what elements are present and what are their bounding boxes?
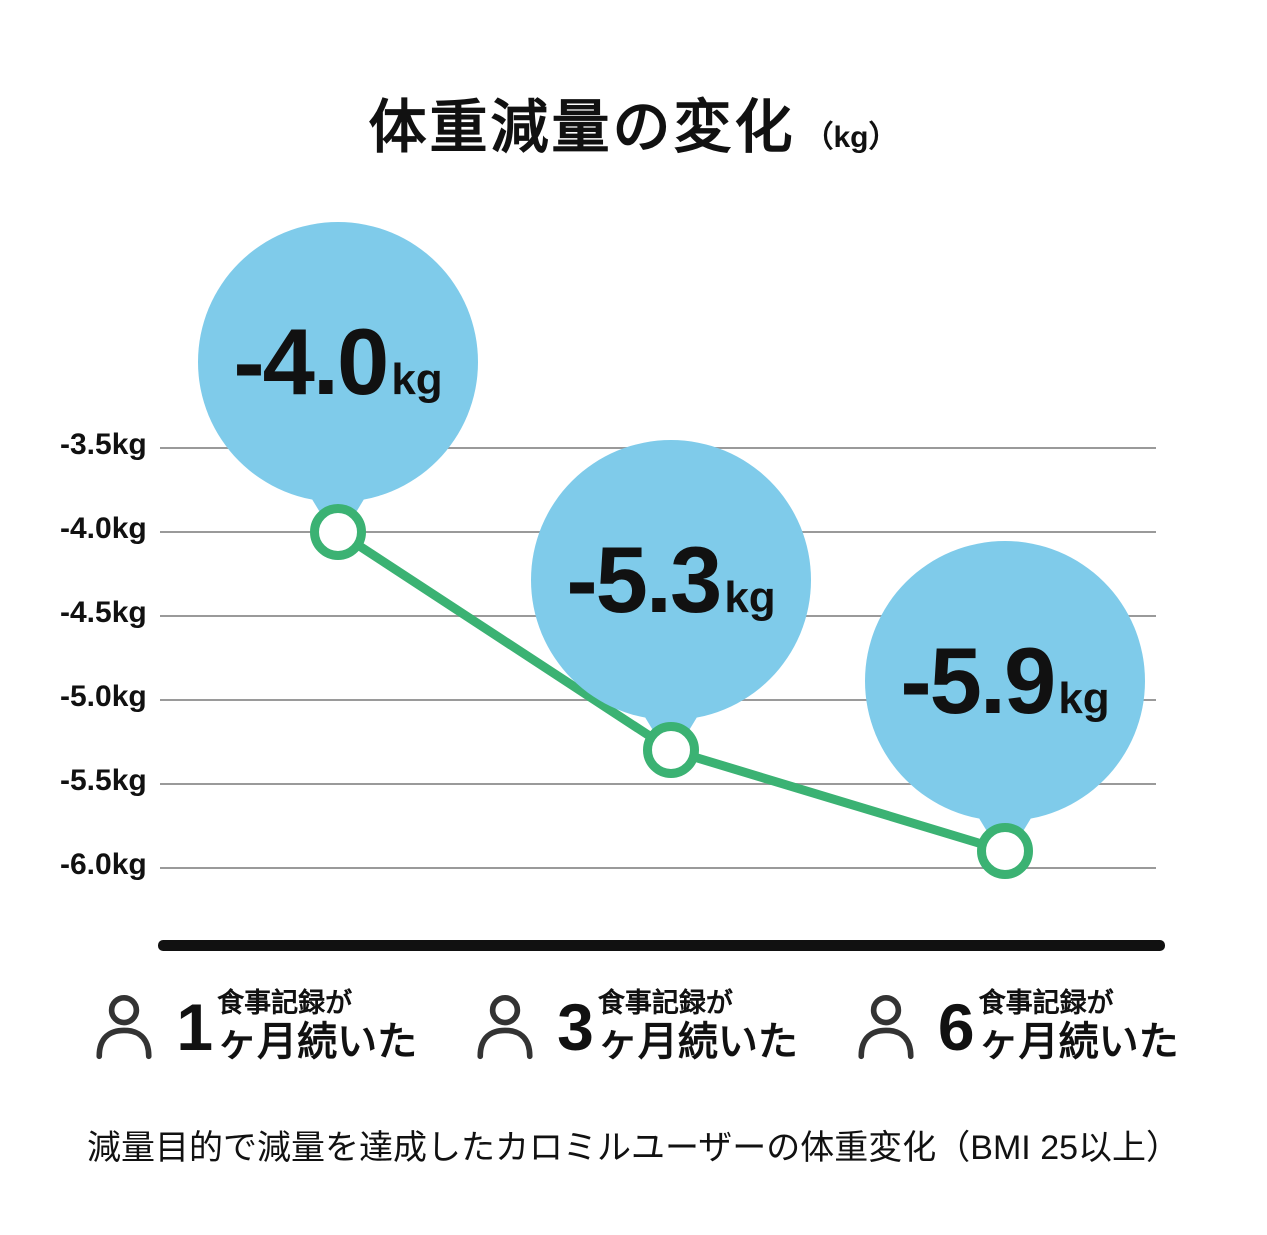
legend-item-6-month: 6 食事記録が ヶ月続いた — [850, 988, 1179, 1065]
chart-title-unit: （kg） — [803, 121, 899, 154]
data-point-marker-1 — [310, 504, 366, 560]
data-label-unit: kg — [1058, 674, 1110, 723]
gridline — [160, 783, 1156, 785]
person-icon — [96, 994, 152, 1059]
legend-text-top: 食事記録が — [978, 988, 1114, 1018]
chart-title: 体重減量の変化 — [368, 95, 796, 160]
legend-text: 食事記録が ヶ月続いた — [598, 988, 798, 1065]
legend-text: 食事記録が ヶ月続いた — [217, 988, 417, 1065]
legend-item-1-month: 1 食事記録が ヶ月続いた — [88, 988, 417, 1065]
y-tick-label: -4.5kg — [60, 596, 147, 629]
balloon-month-6: -5.9 kg — [865, 541, 1145, 861]
data-label-unit: kg — [391, 355, 443, 404]
page-title: 体重減量の変化 （kg） — [0, 80, 1267, 164]
chart-caption: 減量目的で減量を達成したカロミルユーザーの体重変化（BMI 25以上） — [86, 1129, 1181, 1167]
y-tick-label: -3.5kg — [60, 428, 147, 461]
data-point-marker-3 — [977, 823, 1033, 879]
balloon-month-1: -4.0 kg — [198, 222, 478, 542]
data-label-value: -4.0 — [233, 309, 389, 414]
data-label-unit: kg — [724, 573, 776, 622]
y-tick-label: -5.5kg — [60, 764, 147, 797]
data-label: -5.3 kg — [566, 526, 775, 634]
y-tick-label: -6.0kg — [60, 848, 147, 881]
person-icon — [477, 994, 533, 1059]
person-icon — [858, 994, 914, 1059]
legend-item-3-month: 3 食事記録が ヶ月続いた — [469, 988, 798, 1065]
gridline — [160, 867, 1156, 869]
legend-month-number: 6 — [937, 989, 975, 1064]
legend-month-number: 1 — [176, 989, 214, 1064]
legend-text-top: 食事記録が — [217, 988, 353, 1018]
y-tick-label: -5.0kg — [60, 680, 147, 713]
data-point-marker-2 — [643, 722, 699, 778]
x-axis-line — [158, 940, 1165, 951]
legend-text-bottom: ヶ月続いた — [217, 1020, 418, 1065]
legend-text-bottom: ヶ月続いた — [978, 1020, 1179, 1065]
data-label: -4.0 kg — [233, 308, 442, 416]
data-label-value: -5.9 — [900, 628, 1056, 733]
data-label: -5.9 kg — [900, 627, 1109, 735]
legend-text: 食事記録が ヶ月続いた — [979, 988, 1179, 1065]
legend-month-number: 3 — [557, 989, 594, 1064]
legend-text-top: 食事記録が — [597, 988, 733, 1018]
legend: 1 食事記録が ヶ月続いた 3 食事記録が ヶ月続いた 6 食事記録が ヶ月続い… — [0, 988, 1267, 1065]
legend-text-bottom: ヶ月続いた — [597, 1020, 798, 1065]
data-label-value: -5.3 — [566, 527, 722, 632]
balloon-month-3: -5.3 kg — [531, 440, 811, 760]
y-tick-label: -4.0kg — [60, 512, 147, 545]
